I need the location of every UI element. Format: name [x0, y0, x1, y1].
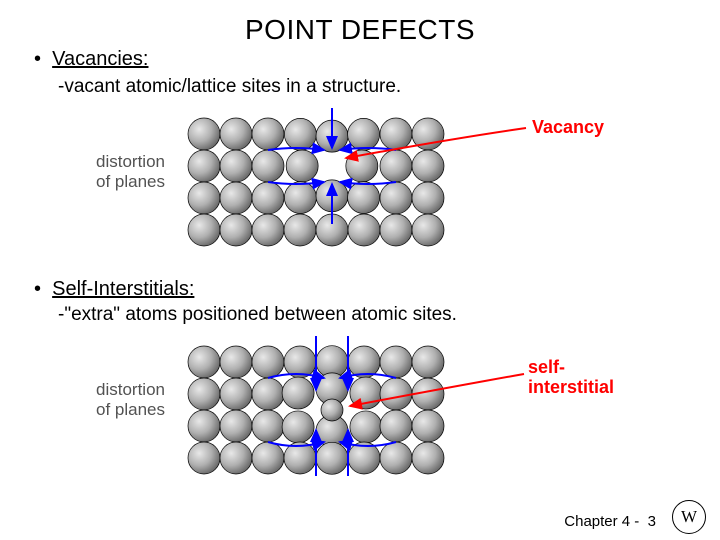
page-title: POINT DEFECTS [0, 14, 720, 46]
bullet-vacancies-label: Vacancies: [52, 48, 148, 70]
figure-interstitial: distortionof planes self-interstitial [96, 336, 616, 486]
chapter-label: Chapter 4 - [564, 513, 639, 530]
bullet-interstitials-label: Self-Interstitials: [52, 278, 194, 300]
page-number: 3 [648, 513, 656, 530]
bullet-vacancies: • Vacancies: [34, 48, 148, 71]
chapter-footer: Chapter 4 - 3 [564, 513, 656, 530]
bullet-marker: • [34, 278, 52, 300]
desc-interstitials: -"extra" atoms positioned between atomic… [58, 304, 457, 326]
figure-vacancy: distortionof planes Vacancy [96, 108, 616, 258]
self-interstitial-label: self-interstitial [528, 358, 614, 398]
publisher-logo: W [672, 500, 706, 534]
bullet-interstitials: • Self-Interstitials: [34, 278, 194, 301]
desc-vacancies: -vacant atomic/lattice sites in a struct… [58, 76, 401, 98]
bullet-marker: • [34, 48, 52, 70]
vacancy-label: Vacancy [532, 118, 604, 138]
